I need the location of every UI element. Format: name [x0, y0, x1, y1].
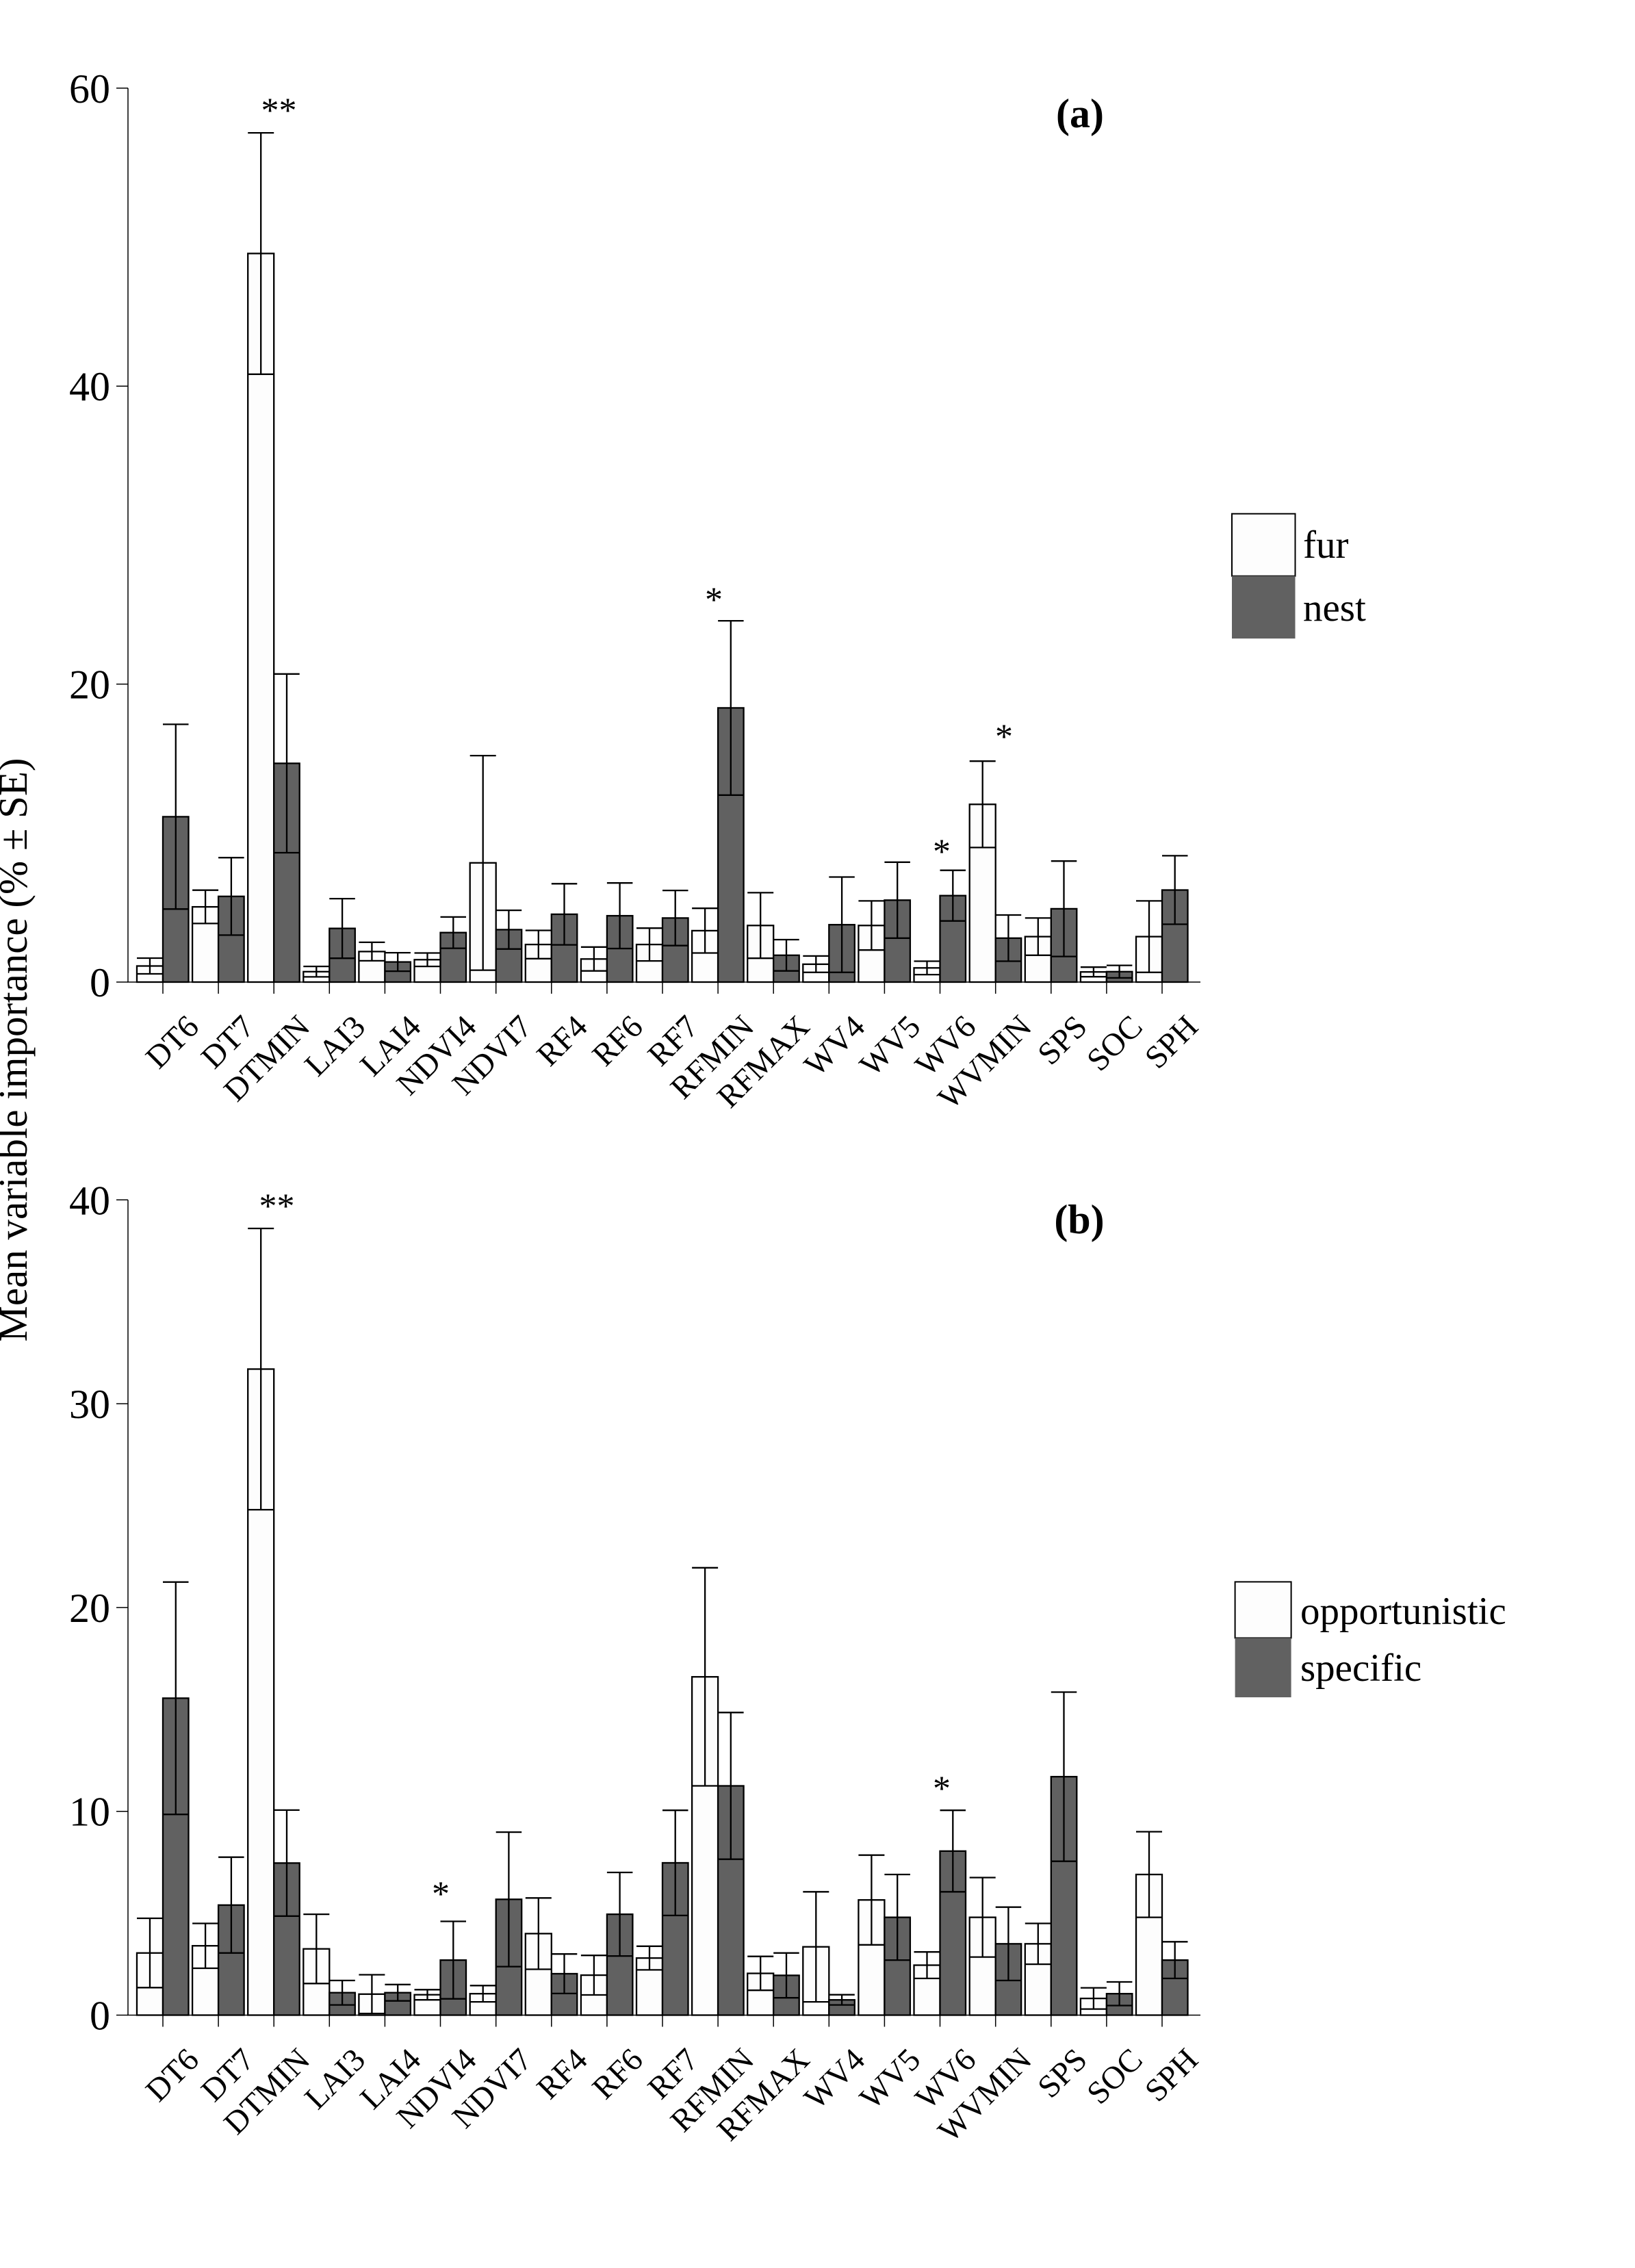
- svg-text:(a): (a): [1056, 91, 1104, 136]
- svg-text:(b): (b): [1054, 1197, 1104, 1242]
- svg-text:*: *: [933, 1769, 951, 1808]
- svg-text:*: *: [995, 717, 1013, 756]
- svg-text:30: 30: [69, 1382, 110, 1427]
- svg-text:fur: fur: [1303, 524, 1348, 567]
- svg-text:**: **: [261, 91, 297, 130]
- svg-text:60: 60: [69, 66, 110, 112]
- svg-text:nest: nest: [1303, 587, 1366, 630]
- svg-text:20: 20: [69, 1586, 110, 1631]
- svg-text:*: *: [933, 832, 951, 871]
- svg-text:opportunistic: opportunistic: [1300, 1590, 1506, 1633]
- svg-text:40: 40: [69, 1178, 110, 1223]
- svg-text:Mean variable importance (% ±: Mean variable importance (% ± SE): [0, 758, 36, 1341]
- svg-text:*: *: [432, 1874, 450, 1913]
- svg-text:0: 0: [90, 960, 110, 1005]
- svg-text:specific: specific: [1300, 1647, 1421, 1690]
- svg-text:**: **: [259, 1187, 295, 1226]
- svg-text:10: 10: [69, 1790, 110, 1835]
- svg-text:40: 40: [69, 364, 110, 409]
- svg-text:*: *: [705, 580, 723, 619]
- svg-text:20: 20: [69, 662, 110, 708]
- svg-text:0: 0: [90, 1994, 110, 2039]
